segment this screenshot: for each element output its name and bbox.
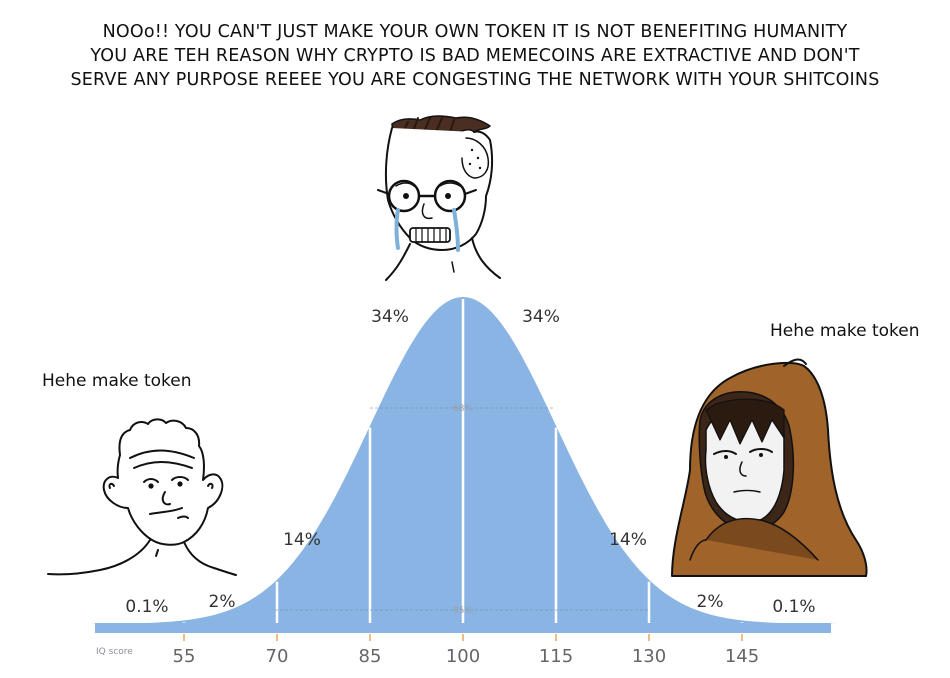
hooded-monk-wojak-icon [671, 358, 868, 577]
tick-label-100: 100 [446, 646, 480, 667]
pct-right-2: 2% [697, 592, 724, 612]
tick-label-70: 70 [266, 646, 289, 667]
pct-left-14: 14% [283, 530, 321, 550]
band-95-label: 95% [453, 606, 473, 616]
tick-label-55: 55 [173, 646, 196, 667]
pct-right-14: 14% [609, 530, 647, 550]
meme-caption: NOOo!! YOU CAN'T JUST MAKE YOUR OWN TOKE… [0, 20, 950, 92]
axis-ticks: 55 70 85 100 115 130 145 [173, 634, 759, 667]
caption-line-2: YOU ARE TEH REASON WHY CRYPTO IS BAD MEM… [90, 46, 860, 66]
pct-left-2: 2% [209, 592, 236, 612]
tick-label-115: 115 [539, 646, 573, 667]
tick-label-85: 85 [359, 646, 382, 667]
pct-right-34: 34% [522, 307, 560, 327]
pct-left-tail: 0.1% [125, 597, 168, 617]
right-label: Hehe make token [770, 321, 920, 341]
pct-left-34: 34% [371, 307, 409, 327]
left-label: Hehe make token [42, 371, 192, 391]
axis-name: IQ score [96, 647, 133, 657]
caption-line-3: SERVE ANY PURPOSE REEEE YOU ARE CONGESTI… [70, 70, 880, 90]
tick-label-145: 145 [725, 646, 759, 667]
band-68-label: 68% [453, 404, 473, 414]
baseline-strip [95, 623, 831, 633]
band-dividers [182, 299, 744, 632]
tick-label-130: 130 [632, 646, 666, 667]
crying-nerd-wojak-icon [377, 115, 501, 281]
pct-right-tail: 0.1% [772, 597, 815, 617]
wojak-brainlet-icon [47, 418, 237, 576]
caption-line-1: NOOo!! YOU CAN'T JUST MAKE YOUR OWN TOKE… [102, 22, 848, 42]
